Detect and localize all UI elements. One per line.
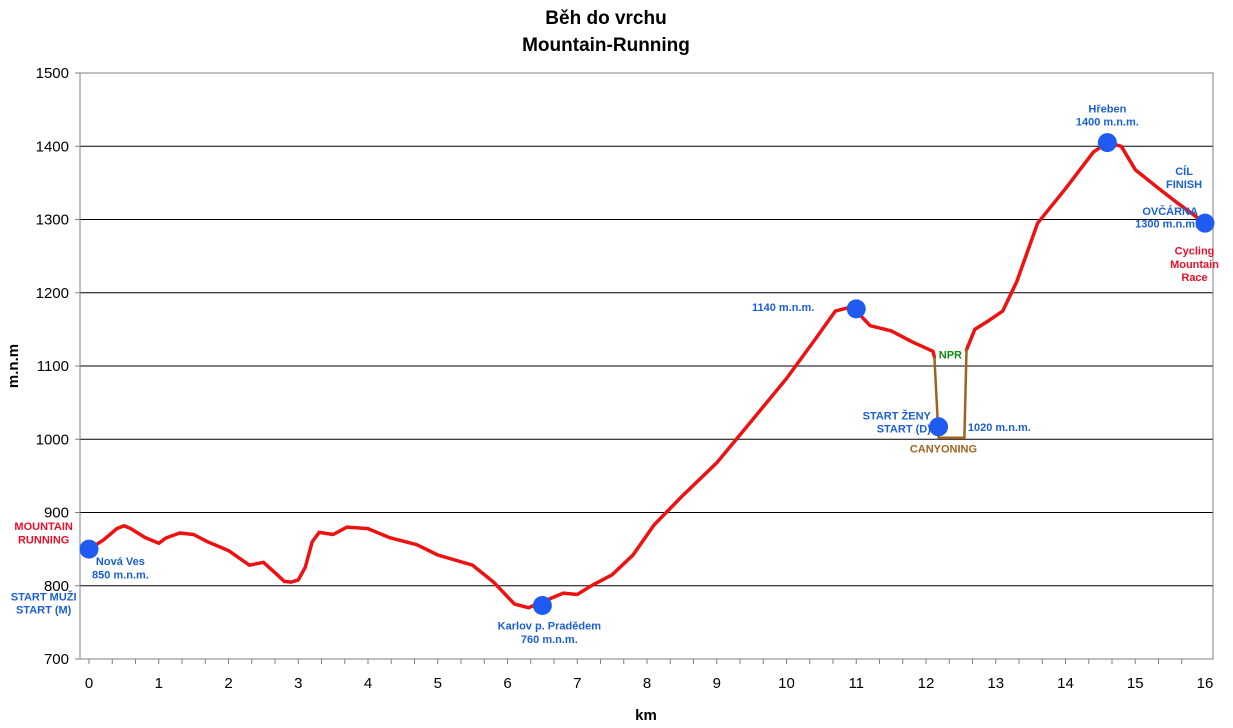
y-tick-label: 1400 (36, 138, 69, 155)
annotation-label: START (M) (16, 605, 72, 617)
annotation-label: NPR (939, 350, 962, 362)
x-tick-label: 0 (85, 675, 93, 692)
x-tick-label: 4 (364, 675, 372, 692)
y-tick-label: 900 (44, 505, 69, 522)
annotation-label: FINISH (1166, 179, 1202, 191)
gridlines (80, 145, 1213, 587)
y-tick-label: 1200 (36, 285, 69, 302)
annotation-label: Nová Ves (96, 556, 145, 568)
annotation-label: CÍL (1175, 165, 1193, 178)
y-tick-label: 1100 (37, 358, 69, 375)
x-tick-label: 2 (224, 675, 232, 692)
series-lines (87, 140, 1207, 610)
annotation-label: 1020 m.n.m. (968, 422, 1031, 434)
elevation-line (87, 305, 937, 610)
point-marker (1097, 133, 1117, 153)
annotation-label: Karlov p. Pradědem (498, 621, 602, 633)
point-marker (929, 417, 949, 437)
x-tick-label: 7 (573, 675, 581, 692)
elevation-line (964, 140, 1207, 352)
x-tick-label: 1 (155, 675, 163, 692)
y-axis-label: m.n.m (5, 344, 22, 388)
chart-subtitle: Mountain-Running (522, 35, 690, 56)
x-tick-label: 8 (643, 675, 651, 692)
point-marker (1195, 213, 1215, 233)
annotation-label: 1140 m.n.m. (752, 302, 814, 314)
annotation-label: 1400 m.n.m. (1076, 117, 1139, 129)
annotation-label: 1300 m.n.m. (1135, 219, 1198, 231)
annotation-label: START (D) (877, 424, 932, 436)
x-tick-label: 3 (294, 675, 302, 692)
point-marker (532, 596, 552, 616)
y-tick-label: 1500 (36, 65, 69, 82)
annotation-label: Race (1181, 272, 1207, 284)
annotation-label: Hřeben (1088, 104, 1126, 116)
annotation-label: Cycling (1175, 246, 1215, 258)
y-tick-label: 1000 (36, 431, 69, 448)
annotation-label: RUNNING (18, 534, 69, 546)
annotation-label: 760 m.n.m. (521, 634, 578, 646)
canyoning-line (933, 348, 968, 440)
x-tick-label: 16 (1197, 675, 1214, 692)
point-markers (79, 133, 1215, 616)
x-tick-label: 5 (434, 675, 442, 692)
annotation-label: OVČÁRNA (1142, 205, 1198, 218)
y-tick-label: 700 (44, 651, 69, 668)
chart-title: Běh do vrchu (545, 8, 666, 29)
annotation-label: CANYONING (910, 443, 977, 455)
annotation-label: START MUŽI (11, 590, 77, 603)
x-tick-label: 14 (1057, 675, 1074, 692)
annotation-label: MOUNTAIN (14, 521, 73, 533)
point-marker (79, 539, 99, 559)
x-tick-label: 9 (713, 675, 721, 692)
x-tick-label: 12 (918, 675, 935, 692)
y-tick-label: 800 (44, 578, 69, 595)
y-tick-label: 1300 (36, 212, 69, 229)
x-tick-label: 6 (503, 675, 511, 692)
x-tick-label: 11 (848, 675, 864, 692)
annotation-label: Mountain (1170, 259, 1219, 271)
x-tick-label: 10 (778, 675, 795, 692)
annotation-label: START ŽENY (863, 409, 932, 422)
x-tick-label: 13 (987, 675, 1004, 692)
x-tick-label: 15 (1127, 675, 1144, 692)
x-axis-label: km (635, 707, 657, 724)
point-marker (846, 299, 866, 319)
annotation-label: 850 m.n.m. (92, 569, 149, 581)
